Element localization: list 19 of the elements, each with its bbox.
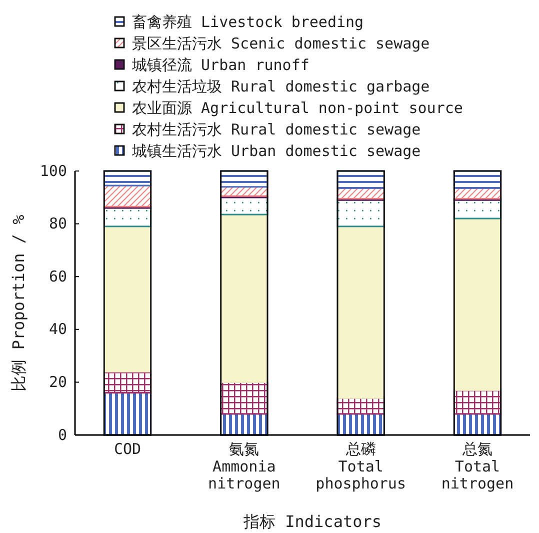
legend-label: 农村生活污水 Rural domestic sewage bbox=[132, 120, 421, 138]
y-tick-label: 20 bbox=[48, 373, 67, 391]
y-tick-label: 40 bbox=[48, 320, 67, 338]
y-tick-label: 0 bbox=[58, 426, 67, 444]
y-tick-label: 80 bbox=[48, 214, 67, 233]
legend-label: 城镇生活污水 Urban domestic sewage bbox=[131, 142, 421, 160]
legend-label: 畜禽养殖 Livestock breeding bbox=[132, 13, 364, 31]
y-axis-title: 比例 Proportion / % bbox=[9, 214, 28, 392]
x-tick-label: 总磷 Total phosphorus bbox=[316, 440, 406, 492]
x-tick-label: 总氮 Total nitrogen bbox=[441, 440, 514, 492]
y-tick-label: 60 bbox=[48, 267, 67, 286]
legend-label: 农村生活垃圾 Rural domestic garbage bbox=[132, 78, 430, 96]
legend-label: 景区生活污水 Scenic domestic sewage bbox=[132, 34, 430, 52]
x-tick-label: 氨氮 Ammonia nitrogen bbox=[208, 440, 280, 492]
x-tick-label: COD bbox=[114, 440, 142, 458]
legend-label: 城镇径流 Urban runoff bbox=[131, 56, 310, 74]
legend-label: 农业面源 Agricultural non-point source bbox=[132, 99, 463, 117]
y-tick-label: 100 bbox=[40, 162, 67, 180]
x-axis-title: 指标 Indicators bbox=[242, 512, 382, 531]
